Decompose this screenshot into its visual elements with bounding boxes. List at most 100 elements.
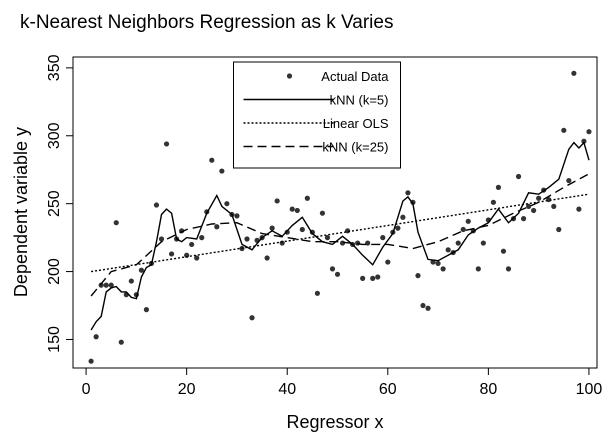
data-point: [324, 235, 331, 241]
data-point: [395, 225, 401, 231]
legend-label: Linear OLS: [323, 116, 389, 131]
data-point: [561, 127, 567, 133]
data-point: [455, 240, 461, 246]
data-point: [163, 141, 170, 147]
data-point: [103, 282, 109, 288]
data-point: [194, 255, 200, 261]
data-point: [168, 251, 175, 257]
y-axis-label: Dependent variable y: [11, 127, 31, 297]
legend-label: Actual Data: [321, 69, 389, 84]
data-point: [405, 190, 411, 196]
data-point: [505, 266, 512, 272]
data-point: [365, 240, 371, 246]
legend-box: [233, 61, 401, 169]
data-point: [269, 225, 275, 231]
data-point: [209, 157, 215, 163]
x-tick-label: 60: [379, 381, 397, 398]
data-point: [440, 266, 446, 272]
data-point: [576, 206, 582, 212]
data-point: [264, 255, 270, 261]
data-point: [460, 226, 466, 233]
data-point: [329, 266, 336, 272]
data-point: [380, 235, 386, 241]
data-point: [244, 236, 250, 242]
x-tick-label: 20: [178, 381, 196, 398]
data-point: [214, 224, 220, 230]
data-point: [249, 315, 255, 321]
y-tick-label: 300: [46, 122, 63, 149]
data-point: [98, 282, 104, 288]
data-point: [551, 203, 557, 209]
chart-title: k-Nearest Neighbors Regression as k Vari…: [20, 12, 393, 33]
data-point: [571, 70, 577, 76]
data-point: [490, 199, 497, 205]
data-point: [515, 173, 522, 180]
data-point: [274, 198, 280, 204]
data-point: [425, 305, 431, 311]
data-point: [289, 206, 295, 212]
data-point: [480, 240, 486, 246]
data-point: [113, 220, 119, 226]
data-point: [88, 358, 94, 364]
data-point: [360, 275, 366, 281]
data-point: [319, 210, 326, 216]
legend-label: kNN (k=5): [330, 93, 389, 108]
x-axis-label: Regressor x: [286, 412, 383, 432]
data-point: [445, 247, 451, 253]
data-point: [566, 177, 572, 184]
data-point: [375, 274, 381, 280]
data-point: [219, 168, 225, 174]
data-point: [495, 184, 502, 190]
data-point: [314, 290, 320, 296]
data-point: [385, 259, 391, 265]
data-point: [234, 213, 240, 219]
data-point: [400, 214, 406, 220]
legend-marker: [286, 73, 293, 79]
line: [90, 193, 590, 273]
data-point: [128, 278, 134, 284]
data-point: [415, 273, 421, 279]
y-tick-label: 350: [46, 54, 63, 81]
data-point: [143, 307, 150, 313]
data-point: [334, 271, 341, 277]
data-point: [520, 216, 527, 222]
data-point: [435, 260, 441, 267]
x-tick-label: 80: [479, 381, 497, 398]
data-point: [420, 302, 426, 309]
data-point: [299, 226, 305, 233]
data-point: [536, 195, 542, 201]
data-point: [199, 235, 205, 241]
data-point: [304, 195, 310, 201]
data-point: [118, 339, 124, 345]
data-point: [586, 129, 592, 135]
y-tick-label: 150: [46, 326, 63, 353]
data-point: [153, 202, 160, 208]
data-point: [526, 203, 532, 209]
x-tick-label: 40: [278, 381, 296, 398]
data-point: [224, 201, 230, 207]
data-point: [475, 266, 481, 272]
data-point: [556, 226, 562, 233]
plot-frame: [72, 56, 598, 369]
data-point: [294, 207, 300, 214]
data-point: [581, 138, 587, 144]
data-point: [184, 252, 190, 258]
data-point: [465, 218, 471, 224]
data-point: [500, 248, 507, 254]
data-point: [370, 275, 376, 281]
data-point: [189, 241, 195, 248]
data-point: [531, 207, 537, 214]
data-point: [158, 236, 165, 242]
data-point: [138, 267, 144, 273]
x-tick-label: 0: [82, 381, 91, 398]
data-point: [108, 282, 114, 288]
data-point: [93, 334, 99, 340]
data-point: [284, 229, 290, 235]
data-point: [355, 240, 361, 246]
x-tick-label: 100: [576, 381, 603, 398]
y-tick-label: 250: [46, 190, 63, 217]
legend-label: kNN (k=25): [322, 140, 388, 155]
line: [90, 141, 590, 331]
line: [90, 173, 590, 297]
